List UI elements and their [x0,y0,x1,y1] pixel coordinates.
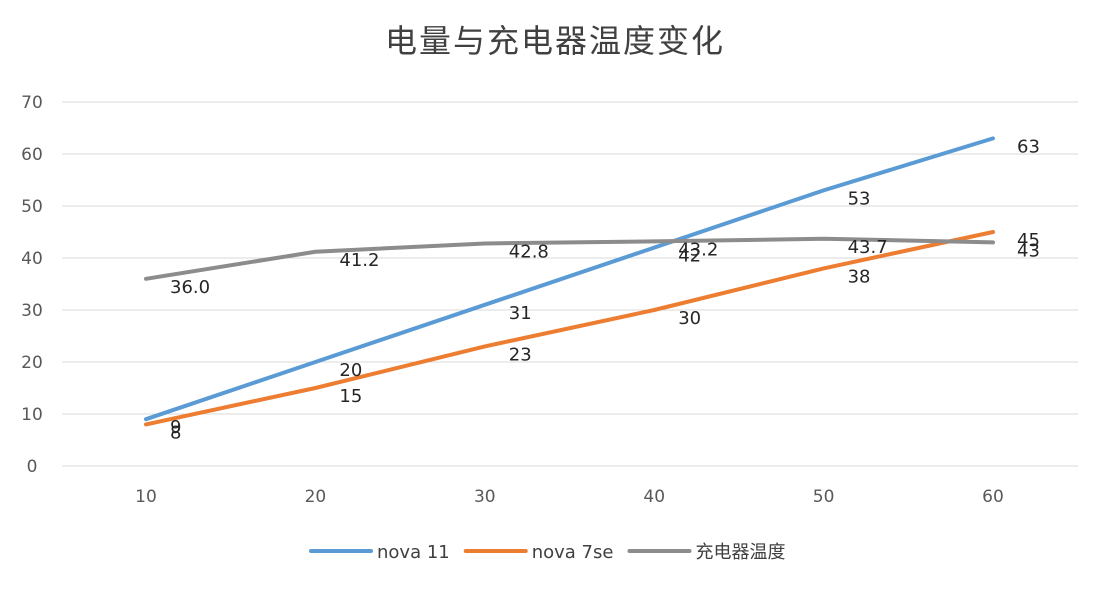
data-label: 20 [339,360,362,381]
data-label: 41.2 [339,250,379,271]
data-label: 42 [678,246,701,267]
legend-label: nova 11 [377,542,450,563]
chart-title: 电量与充电器温度变化 [385,22,725,60]
data-label: 43 [1017,240,1040,261]
data-label: 42.8 [509,241,549,262]
x-tick-label: 60 [982,487,1004,507]
data-label: 63 [1017,136,1040,157]
data-label: 45 [1017,230,1040,251]
data-label: 53 [848,188,871,209]
y-tick-label: 60 [21,145,43,165]
legend-label: 充电器温度 [695,542,785,563]
x-tick-label: 50 [813,487,835,507]
y-tick-label: 40 [21,249,43,269]
series-line-3 [144,236,995,281]
data-label: 23 [509,344,532,365]
y-tick-label: 70 [21,93,43,113]
legend-label: nova 7se [532,542,614,563]
data-label: 30 [678,308,701,329]
y-tick-label: 20 [21,353,43,373]
y-tick-label: 10 [21,405,43,425]
legend: nova 11 nova 7se 充电器温度 [309,542,785,563]
data-label: 9 [170,417,181,438]
x-tick-label: 10 [135,487,157,507]
data-label: 38 [848,266,871,287]
series-line-2 [144,230,995,427]
x-tick-label: 40 [643,487,665,507]
data-label: 31 [509,303,532,324]
data-labels: 9 20 31 42 53 63 8 15 23 30 38 45 36.0 41.2 42.8 43.2 43… [170,136,1040,443]
gridlines [62,101,1078,467]
y-axis-ticks: 0 10 20 30 40 50 60 70 [21,93,43,477]
y-tick-label: 30 [21,301,43,321]
data-label: 43.2 [678,239,718,260]
y-tick-label: 0 [27,457,38,477]
series-line-1 [144,136,995,422]
series-lines [144,136,995,427]
data-label: 15 [339,386,362,407]
x-tick-label: 30 [474,487,496,507]
data-label: 43.7 [848,237,888,258]
data-label: 36.0 [170,277,210,298]
x-tick-label: 20 [305,487,327,507]
x-axis-ticks: 10 20 30 40 50 60 [135,487,1004,507]
data-label: 8 [170,422,181,443]
y-tick-label: 50 [21,197,43,217]
